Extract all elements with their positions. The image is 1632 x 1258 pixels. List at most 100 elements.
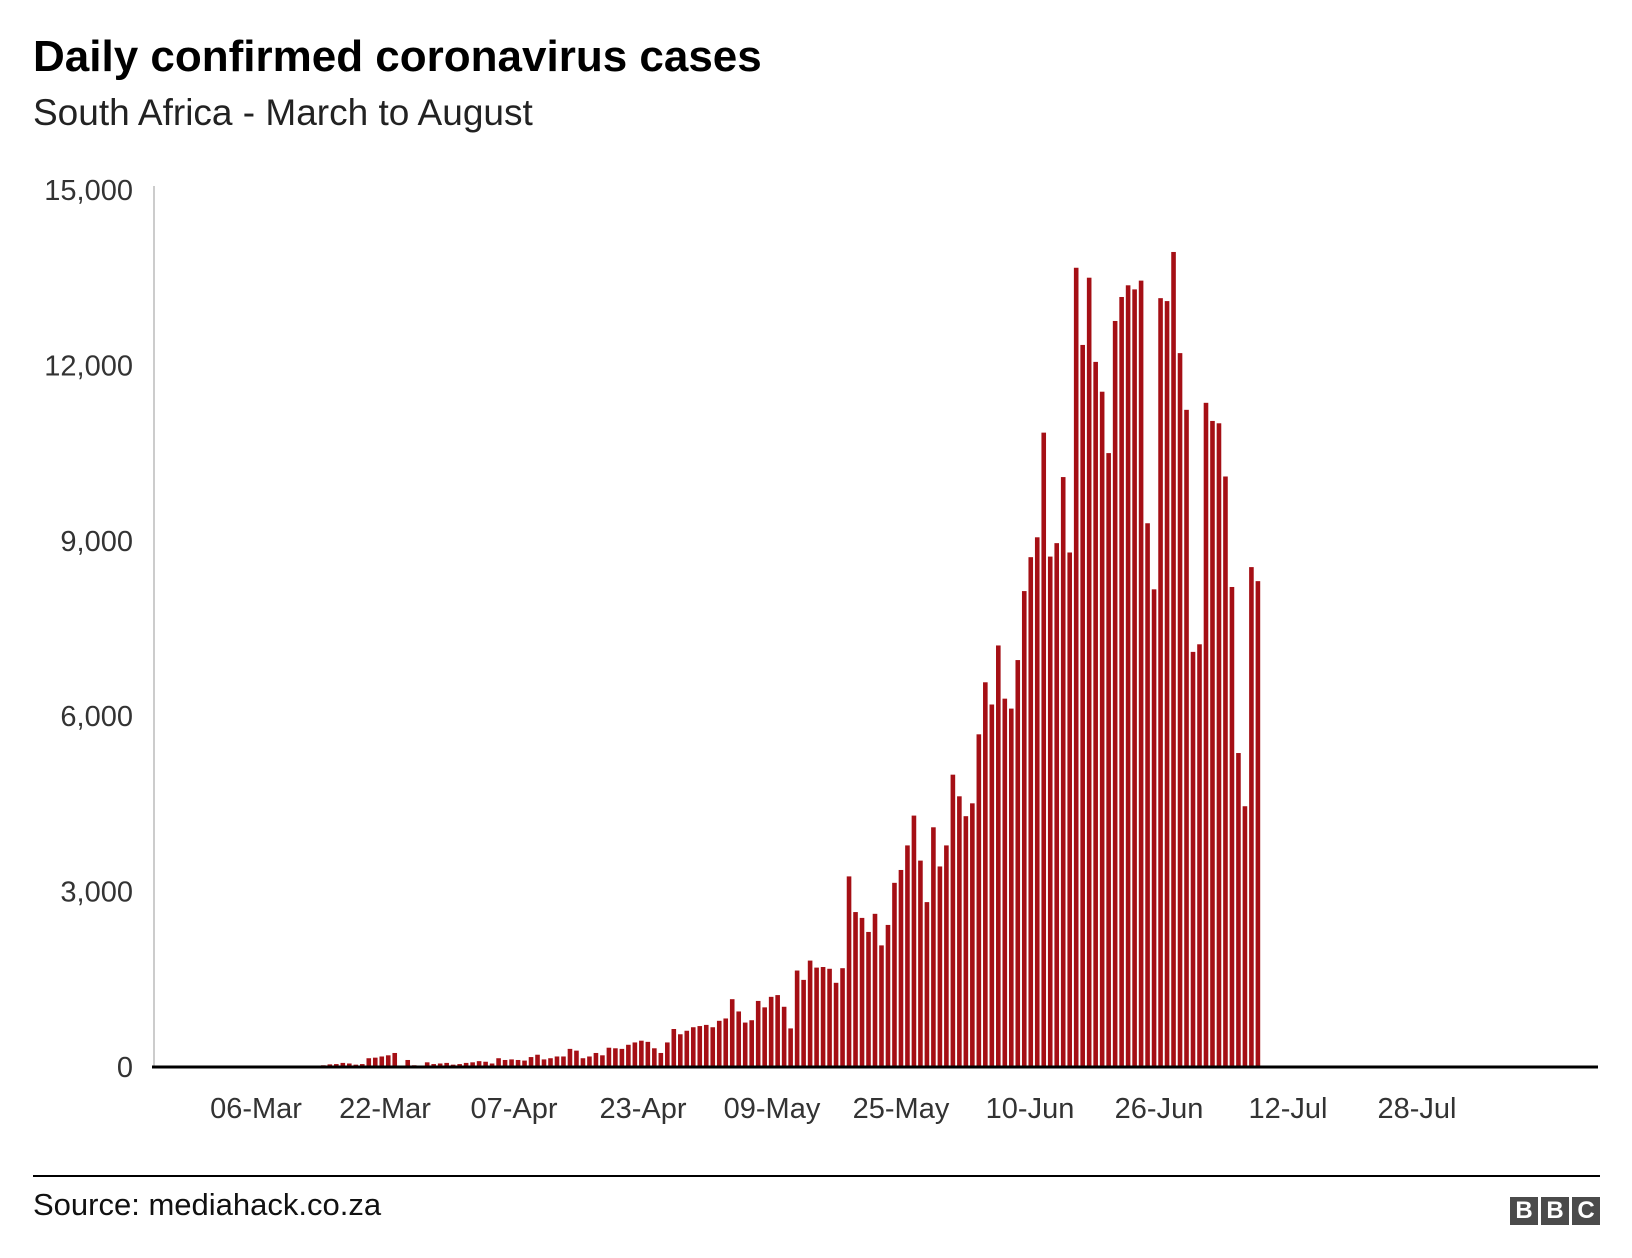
bar: [957, 796, 962, 1067]
bar: [1138, 280, 1144, 1067]
bar: [1054, 543, 1060, 1067]
bar: [1242, 806, 1248, 1067]
bar: [1034, 537, 1040, 1067]
bar: [859, 917, 865, 1067]
bar: [905, 845, 910, 1067]
bar: [483, 1061, 488, 1067]
bar: [775, 995, 780, 1067]
bar: [606, 1047, 612, 1067]
bar: [833, 982, 839, 1067]
bar: [340, 1062, 346, 1067]
bar: [1060, 477, 1066, 1067]
bar: [937, 866, 943, 1067]
bar: [918, 860, 923, 1067]
bar: [950, 774, 956, 1067]
x-tick-label: 28-Jul: [1378, 1093, 1457, 1125]
bar: [1203, 402, 1209, 1067]
bar: [1125, 285, 1131, 1067]
bar: [710, 1027, 716, 1067]
bar: [742, 1022, 748, 1067]
y-tick-label: 15,000: [44, 175, 133, 207]
bar: [1119, 296, 1124, 1067]
bar: [626, 1044, 631, 1067]
x-axis-ticks: 06-Mar 22-Mar 07-Apr 23-Apr 09-May 25-May 10-J…: [210, 1093, 1456, 1125]
bar: [768, 996, 774, 1067]
bar: [1008, 708, 1014, 1067]
bar: [509, 1059, 514, 1067]
bar: [1249, 567, 1254, 1067]
bar: [1171, 251, 1176, 1068]
bar: [392, 1052, 398, 1067]
bar: [1184, 409, 1189, 1067]
bar: [762, 1007, 767, 1067]
bar: [996, 645, 1001, 1067]
x-tick-label: 23-Apr: [599, 1093, 686, 1125]
bar: [1093, 361, 1098, 1067]
bar: [1223, 476, 1228, 1067]
bar: [1015, 660, 1021, 1067]
bar: [872, 913, 878, 1067]
bar: [716, 1020, 722, 1067]
y-tick-label: 12,000: [44, 350, 133, 382]
bar: [885, 924, 891, 1067]
bar: [1112, 320, 1118, 1068]
x-tick-label: 06-Mar: [210, 1093, 302, 1125]
bar: [593, 1052, 599, 1067]
bar: [424, 1062, 430, 1067]
source-note: Source: mediahack.co.za: [33, 1187, 382, 1222]
bar: [814, 967, 819, 1067]
bar: [1229, 586, 1235, 1067]
bar: [535, 1054, 540, 1067]
bar: [1177, 353, 1183, 1067]
bar: [1255, 581, 1261, 1067]
bar: [522, 1060, 527, 1067]
x-tick-label: 12-Jul: [1249, 1093, 1328, 1125]
bar: [723, 1018, 729, 1067]
bar: [944, 845, 949, 1067]
chart-title: Daily confirmed coronavirus cases: [33, 32, 762, 81]
bar: [515, 1059, 521, 1067]
bar: [1106, 453, 1111, 1068]
bbc-logo: B B C: [1510, 1197, 1600, 1225]
bar: [639, 1040, 644, 1067]
bar: [476, 1061, 482, 1067]
bar: [840, 968, 845, 1067]
bar: [963, 816, 969, 1067]
bar: [729, 999, 735, 1067]
bar: [444, 1062, 449, 1067]
bar: [379, 1056, 385, 1067]
bar: [496, 1058, 501, 1067]
bar: [528, 1057, 534, 1067]
bar: [989, 704, 995, 1067]
bar: [1028, 557, 1034, 1067]
bar: [755, 1000, 761, 1067]
y-tick-label: 6,000: [60, 701, 133, 733]
bar: [983, 682, 988, 1067]
bar: [587, 1056, 592, 1067]
bar: [385, 1055, 391, 1067]
bar: [405, 1059, 411, 1067]
x-tick-label: 09-May: [724, 1093, 821, 1125]
bar: [1145, 523, 1150, 1067]
bar: [690, 1027, 696, 1067]
bar: [470, 1062, 475, 1067]
bar: [541, 1059, 547, 1067]
bar: [1002, 698, 1008, 1067]
bar: [1216, 423, 1222, 1067]
bar: [600, 1055, 605, 1067]
bar: [1080, 344, 1085, 1067]
bar: [866, 931, 871, 1067]
bar: [347, 1063, 352, 1067]
bar: [976, 734, 982, 1067]
x-tick-label: 07-Apr: [470, 1093, 557, 1125]
bar: [580, 1058, 586, 1067]
bar: [678, 1034, 683, 1067]
bar: [970, 803, 975, 1067]
bar: [645, 1041, 651, 1067]
bar: [781, 1006, 787, 1067]
bar: [898, 869, 904, 1067]
x-tick-label: 26-Jun: [1115, 1093, 1204, 1125]
bar: [561, 1056, 566, 1067]
bbc-logo-letter: B: [1510, 1197, 1538, 1225]
bar: [574, 1050, 579, 1067]
